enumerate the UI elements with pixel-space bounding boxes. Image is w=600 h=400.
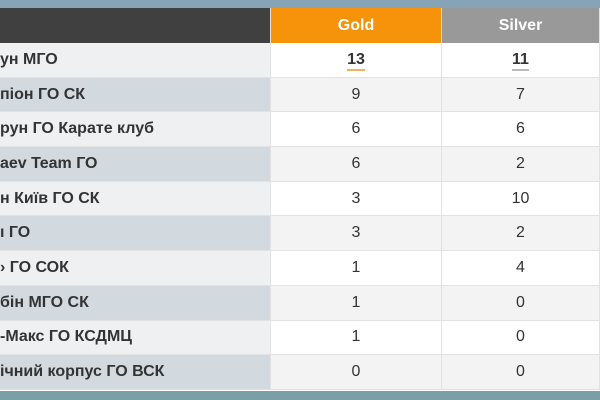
silver-value: 7 — [516, 85, 525, 103]
silver-value: 11 — [512, 50, 529, 71]
club-name: н Київ ГО СК — [0, 181, 271, 217]
silver-value: 2 — [516, 224, 525, 242]
gold-value: 9 — [351, 85, 361, 103]
table-row: -Макс ГО КСДМЦ 1 0 — [0, 320, 600, 356]
gold-value: 3 — [351, 224, 361, 242]
gold-count: 1 — [270, 320, 442, 356]
table-row: н Київ ГО СК 3 10 — [0, 181, 600, 217]
club-name: › ГО СОК — [0, 250, 271, 286]
silver-count: 0 — [441, 320, 600, 356]
silver-count: 11 — [441, 43, 600, 78]
club-name: бін МГО СК — [0, 285, 271, 321]
silver-count: 2 — [441, 215, 600, 252]
club-name: ı ГО — [0, 215, 271, 252]
gold-value: 1 — [351, 293, 361, 311]
gold-count: 1 — [270, 285, 442, 321]
table-row: ун МГО 13 11 — [0, 43, 600, 78]
gold-count: 9 — [270, 77, 442, 113]
silver-value: 0 — [516, 293, 525, 311]
header-name[interactable] — [0, 8, 271, 43]
club-name: рун ГО Карате клуб — [0, 111, 271, 148]
header-gold[interactable]: Gold — [270, 8, 442, 43]
club-name: ічний корпус ГО ВСК — [0, 354, 271, 390]
table-row: › ГО СОК 1 4 — [0, 250, 600, 286]
club-name: ун МГО — [0, 43, 271, 78]
silver-value: 4 — [516, 258, 525, 276]
silver-count: 2 — [441, 146, 600, 182]
table-row: ічний корпус ГО ВСК 0 0 — [0, 354, 600, 390]
gold-count: 3 — [270, 181, 442, 217]
gold-count: 13 — [270, 43, 442, 78]
club-name: піон ГО СК — [0, 77, 271, 113]
gold-value: 1 — [351, 328, 361, 346]
table-row: aev Team ГО 6 2 — [0, 146, 600, 182]
header-row: Gold Silver — [0, 8, 600, 43]
header-silver[interactable]: Silver — [441, 8, 600, 43]
gold-value: 6 — [351, 154, 361, 172]
silver-value: 0 — [516, 363, 525, 381]
table-row: піон ГО СК 9 7 — [0, 77, 600, 113]
gold-value: 0 — [351, 363, 361, 381]
silver-value: 2 — [516, 154, 525, 172]
silver-count: 0 — [441, 285, 600, 321]
gold-value: 3 — [351, 189, 361, 207]
medal-table: Gold Silver ун МГО 13 11 піон ГО СК 9 7 ру… — [0, 8, 600, 390]
table-row: ı ГО 3 2 — [0, 215, 600, 252]
silver-count: 7 — [441, 77, 600, 113]
top-strip — [0, 0, 600, 8]
silver-count: 6 — [441, 111, 600, 148]
table-row: рун ГО Карате клуб 6 6 — [0, 111, 600, 148]
gold-count: 0 — [270, 354, 442, 390]
club-name: -Макс ГО КСДМЦ — [0, 320, 271, 356]
gold-count: 3 — [270, 215, 442, 252]
club-name: aev Team ГО — [0, 146, 271, 182]
silver-value: 10 — [511, 189, 530, 207]
gold-count: 6 — [270, 111, 442, 148]
table-row: бін МГО СК 1 0 — [0, 285, 600, 321]
silver-count: 4 — [441, 250, 600, 286]
bottom-strip — [0, 391, 600, 400]
gold-value: 1 — [351, 258, 361, 276]
gold-count: 6 — [270, 146, 442, 182]
silver-value: 6 — [516, 120, 525, 138]
silver-value: 0 — [516, 328, 525, 346]
silver-count: 10 — [441, 181, 600, 217]
gold-count: 1 — [270, 250, 442, 286]
gold-value: 13 — [347, 50, 365, 71]
gold-value: 6 — [351, 120, 361, 138]
silver-count: 0 — [441, 354, 600, 390]
